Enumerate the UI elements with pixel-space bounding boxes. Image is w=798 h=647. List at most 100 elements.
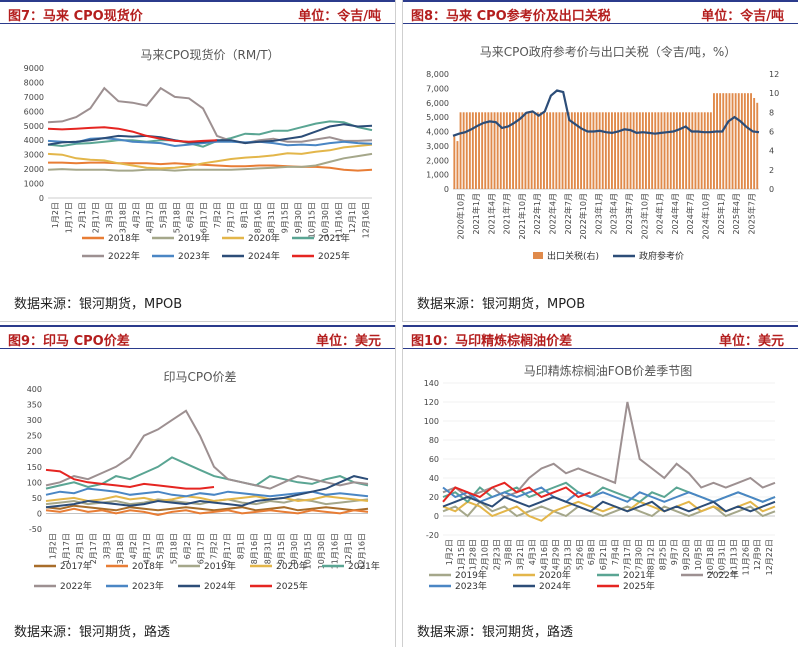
bar-export-duty	[666, 112, 669, 189]
bar-export-duty	[747, 93, 749, 189]
bar-export-duty	[487, 112, 490, 189]
bar-export-duty	[589, 112, 592, 189]
series-line-2017年	[45, 504, 369, 512]
bar-export-duty	[725, 93, 728, 189]
chart-title: 马来CPO政府参考价与出口关税（令吉/吨，%）	[480, 44, 737, 59]
bar-export-duty	[543, 112, 545, 189]
panel-title: 图10：马印精炼棕榈油价差	[411, 334, 573, 349]
series-line-2025年	[47, 126, 218, 143]
data-source: 数据来源：银河期货，路透	[14, 625, 171, 640]
x-tick-label: 2023年7月	[624, 193, 634, 234]
y-tick-label: 0	[37, 509, 42, 518]
y2-tick-label: 6	[769, 128, 774, 137]
x-tick-label: 4月16日	[540, 539, 549, 570]
bar-export-duty	[703, 112, 706, 189]
bar-export-duty	[657, 112, 660, 189]
bar-export-duty	[521, 112, 524, 189]
bar-export-duty	[577, 112, 579, 189]
bar-export-duty	[496, 112, 499, 189]
bar-export-duty	[691, 112, 694, 189]
chart-title: 马印精炼棕榈油FOB价差季节图	[524, 363, 693, 378]
bar-export-duty	[462, 112, 465, 189]
y-tick-label: 300	[27, 416, 42, 425]
x-tick-label: 1月17日	[62, 533, 71, 564]
x-tick-label: 5月13日	[564, 539, 573, 570]
x-tick-label: 1月15日	[457, 539, 466, 570]
x-tick-label: 2023年10月	[639, 193, 649, 240]
x-tick-label: 12月22日	[765, 539, 774, 575]
x-tick-label: 10月30日	[317, 533, 326, 569]
x-tick-label: 2025年4月	[731, 193, 741, 234]
bar-export-duty	[484, 112, 487, 189]
x-tick-label: 2月1日	[78, 202, 87, 228]
y-tick-label: 400	[27, 385, 42, 394]
y-tick-label: 200	[27, 447, 42, 456]
x-tick-label: 2月1日	[76, 533, 85, 559]
panel-title: 图8：马来 CPO参考价及出口关税	[411, 9, 611, 24]
legend-label: 2024年	[204, 580, 236, 592]
panel-header: 图7：马来 CPO现货价 单位：令吉/吨	[0, 0, 395, 24]
bar-export-duty	[471, 112, 474, 189]
bar-export-duty	[530, 112, 533, 189]
y-tick-label: 20	[429, 493, 439, 502]
legend-label: 2024年	[539, 580, 571, 592]
chart-fig7: 马来CPO现货价（RM/T） 0 1000 2000 3000 4000 5000 6000 7…	[24, 47, 373, 262]
bar-export-duty	[493, 112, 496, 189]
x-tick-label: 12月16日	[357, 533, 366, 569]
x-tick-label: 1月2日	[51, 202, 60, 228]
bar-export-duty	[716, 93, 718, 189]
x-tick-label: 2024年10月	[700, 193, 710, 240]
x-tick-label: 3月3日	[102, 533, 111, 559]
bar-export-duty	[536, 112, 539, 189]
x-tick-label: 9月7日	[670, 539, 679, 565]
bar-export-duty	[734, 93, 737, 189]
y-tick-label: 9000	[24, 64, 44, 73]
x-tick-label: 2月17日	[91, 202, 100, 233]
x-tick-label: 11月16日	[330, 533, 339, 569]
x-tick-label: 4月29日	[552, 539, 561, 570]
x-tick-label: 11月26日	[741, 539, 750, 575]
legend-label: 2024年	[248, 250, 280, 262]
y-tick-label: 6000	[24, 107, 44, 116]
x-tick-label: 2022年1月	[532, 193, 542, 234]
x-tick-label: 9月30日	[290, 533, 299, 564]
x-tick-label: 2022年10月	[578, 193, 588, 240]
bar-export-duty	[722, 93, 725, 189]
bar-export-duty	[713, 93, 715, 189]
legend-swatch	[533, 252, 543, 259]
y2-tick-label: 8	[769, 108, 774, 117]
x-tick-label: 2022年7月	[563, 193, 573, 234]
bar-export-duty	[685, 112, 688, 189]
x-tick-label: 8月31日	[263, 533, 272, 564]
x-tick-label: 10月31日	[718, 539, 727, 575]
bar-export-duty	[728, 93, 731, 189]
x-tick-label: 1月2日	[445, 539, 454, 565]
x-tick-label: 10月18日	[706, 539, 715, 575]
panel-header: 图8：马来 CPO参考价及出口关税 单位：令吉/吨	[403, 0, 798, 24]
x-tick-label: 7月4日	[611, 539, 620, 565]
bar-export-duty	[709, 112, 712, 189]
bar-export-duty	[468, 112, 471, 189]
bar-export-duty	[679, 112, 681, 189]
series-line-2021年	[47, 120, 373, 148]
x-tick-label: 3月18日	[116, 533, 125, 564]
series-line-2023年	[45, 487, 369, 498]
bar-export-duty	[456, 141, 459, 189]
x-tick-label: 6月2日	[186, 202, 195, 228]
bar-export-duty	[583, 112, 586, 189]
x-tick-label: 7月30日	[635, 539, 644, 570]
panel-unit: 单位：美元	[718, 334, 784, 349]
x-tick-label: 12月16日	[361, 202, 370, 238]
panel-fig10: 图10：马印精炼棕榈油价差 单位：美元 马印精炼棕榈油FOB价差季节图 -20 0 2…	[402, 325, 798, 647]
bar-export-duty	[481, 112, 484, 189]
y-tick-label: 7,000	[426, 84, 449, 93]
x-tick-label: 9月15日	[280, 202, 289, 233]
chart-title: 印马CPO价差	[163, 370, 236, 384]
data-source: 数据来源：银河期货，MPOB	[417, 297, 586, 312]
x-tick-label: 6月2日	[183, 533, 192, 559]
series-line-2025年	[45, 468, 215, 490]
series-line-2023年	[442, 486, 776, 503]
y-tick-label: 3000	[24, 151, 44, 160]
series-line-2020年	[442, 500, 776, 522]
x-tick-label: 8月25日	[658, 539, 667, 570]
